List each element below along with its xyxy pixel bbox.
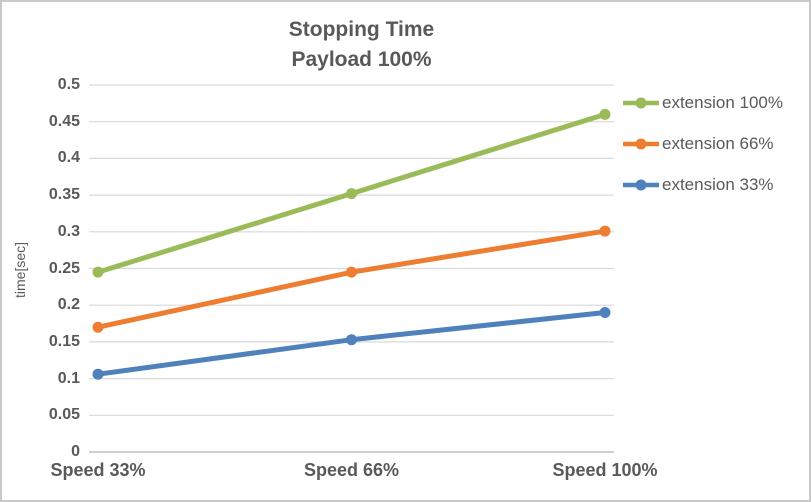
data-point-marker [346,334,357,346]
y-tick-label: 0.35 [48,186,80,204]
x-tick-label: Speed 100% [552,460,658,480]
chart-title: Stopping Time Payload 100% [89,15,634,75]
legend-item: extension 100% [622,91,783,115]
chart-title-line1: Stopping Time [288,18,435,41]
y-tick-label: 0.2 [57,296,80,314]
chart-title-line2: Payload 100% [291,48,432,71]
legend: extension 100% extension 66% extension 33% [622,91,783,197]
legend-marker-icon [623,138,659,150]
y-tick-label: 0.45 [48,112,80,130]
y-tick-label: 0.5 [57,76,80,93]
series-line-1 [95,228,608,330]
data-point-marker [92,368,104,380]
data-point-marker [599,108,611,120]
y-tick-label: 0 [71,443,80,460]
data-point-marker [599,307,611,319]
data-point-marker [346,266,357,278]
legend-item: extension 66% [622,132,783,156]
legend-marker-icon [623,97,659,109]
y-tick-label: 0.15 [48,332,80,350]
legend-label: extension 100% [662,93,783,112]
data-point-marker [92,266,104,278]
legend-item: extension 33% [622,173,783,197]
data-point-marker [92,321,104,333]
y-tick-label: 0.05 [48,406,80,424]
legend-marker-icon [623,179,659,191]
y-tick-label: 0.3 [57,222,80,240]
data-point-marker [346,188,357,200]
y-tick-label: 0.1 [57,369,80,387]
x-tick-label: Speed 33% [50,460,146,480]
x-tick-label: Speed 66% [303,460,400,480]
y-tick-label: 0.4 [57,149,80,167]
data-point-marker [599,225,611,237]
legend-label: extension 66% [662,134,774,153]
y-tick-label: 0.25 [48,259,80,277]
legend-label: extension 33% [662,175,774,194]
